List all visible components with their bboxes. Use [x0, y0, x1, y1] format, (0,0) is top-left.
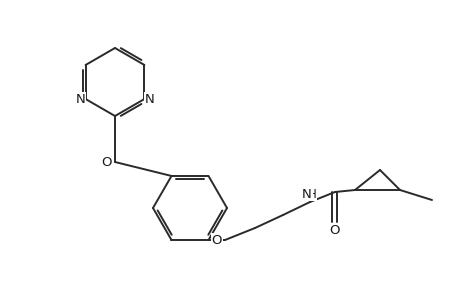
- Text: N: N: [76, 92, 85, 106]
- Text: N: N: [144, 92, 154, 106]
- Text: H: H: [307, 188, 316, 200]
- Text: O: O: [329, 224, 340, 236]
- Text: O: O: [211, 233, 222, 247]
- Text: N: N: [302, 188, 311, 200]
- Text: O: O: [101, 155, 112, 169]
